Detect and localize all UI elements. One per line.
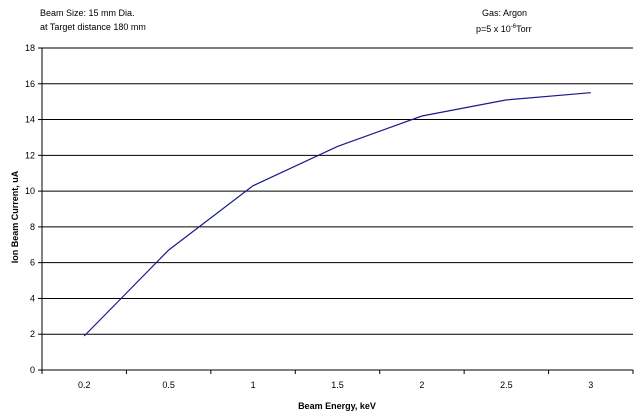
y-tick-label-6: 6	[30, 258, 35, 268]
gridlines	[42, 47, 633, 335]
pressure-note: p=5 x 10-6Torr	[476, 24, 532, 34]
axes	[38, 47, 634, 374]
y-tick-label-18: 18	[25, 43, 35, 53]
x-tick-label-2.5: 2.5	[500, 380, 513, 390]
x-tick-label-0.2: 0.2	[78, 380, 91, 390]
x-tick-label-1.5: 1.5	[331, 380, 344, 390]
y-tick-label-4: 4	[30, 293, 35, 303]
pressure-unit: Torr	[516, 24, 532, 34]
x-axis-title: Beam Energy, keV	[298, 401, 376, 411]
series-layer	[83, 92, 591, 337]
x-tick-label-1: 1	[251, 380, 256, 390]
y-tick-label-16: 16	[25, 79, 35, 89]
x-tick-label-0.5: 0.5	[162, 380, 175, 390]
y-tick-labels: 0 2 4 6 8 10 12 14 16 18	[25, 43, 35, 375]
y-axis-title: Ion Beam Current, uA	[10, 170, 20, 263]
x-tick-label-3: 3	[588, 380, 593, 390]
y-tick-label-10: 10	[25, 186, 35, 196]
y-tick-label-8: 8	[30, 222, 35, 232]
y-tick-label-0: 0	[30, 365, 35, 375]
gas-note: Gas: Argon	[482, 8, 528, 18]
x-tick-labels: 0.2 0.5 1 1.5 2 2.5 3	[78, 380, 593, 390]
y-tick-label-12: 12	[25, 150, 35, 160]
x-tick-label-2: 2	[419, 380, 424, 390]
pressure-prefix: p=5 x 10	[476, 24, 511, 34]
beam-size-note: Beam Size: 15 mm Dia.	[40, 8, 135, 18]
y-tick-label-14: 14	[25, 115, 35, 125]
pressure-exponent: -6	[510, 24, 517, 30]
target-distance-note: at Target distance 180 mm	[40, 22, 146, 32]
y-tick-label-2: 2	[30, 329, 35, 339]
series-line-0	[83, 92, 591, 337]
